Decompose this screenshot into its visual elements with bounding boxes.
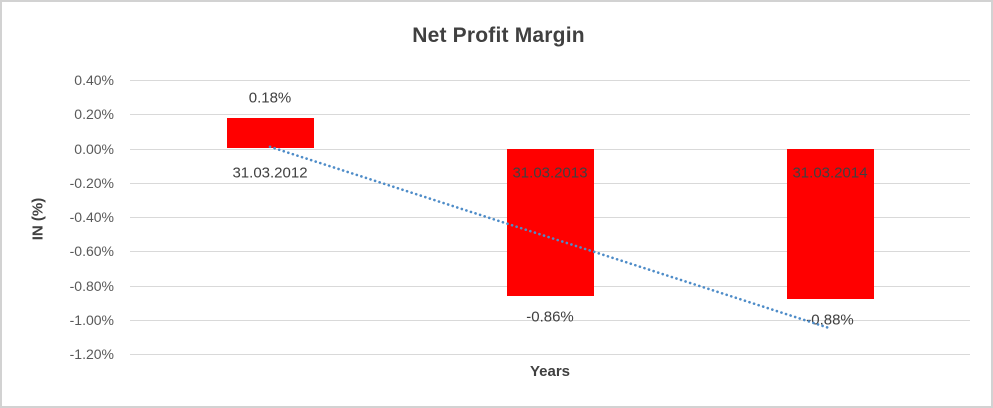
y-tick-label: -0.40%: [69, 209, 114, 225]
data-label: -0.86%: [526, 308, 574, 326]
gridline: [130, 114, 970, 116]
chart-title: Net Profit Margin: [412, 24, 585, 47]
category-label: 31.03.2013: [512, 164, 588, 181]
gridline: [130, 354, 970, 355]
data-label: 0.18%: [248, 89, 292, 107]
y-tick-label: -0.60%: [69, 243, 114, 260]
y-tick-label: 0.20%: [74, 106, 114, 123]
gridline: [130, 80, 970, 81]
category-label: 31.03.2012: [232, 164, 308, 181]
y-tick-label: -1.20%: [69, 346, 114, 362]
y-tick-label: 0.00%: [74, 140, 114, 157]
y-tick-label: -0.80%: [69, 277, 114, 294]
y-tick-label: -1.00%: [69, 311, 114, 328]
bar-31.03.2012: [226, 117, 314, 149]
y-tick-label: -0.20%: [69, 174, 114, 191]
y-tick-label: 0.40%: [74, 72, 114, 88]
x-axis-title: Years: [529, 363, 571, 380]
category-label: 31.03.2014: [792, 164, 868, 181]
data-label: -0.88%: [806, 311, 854, 329]
